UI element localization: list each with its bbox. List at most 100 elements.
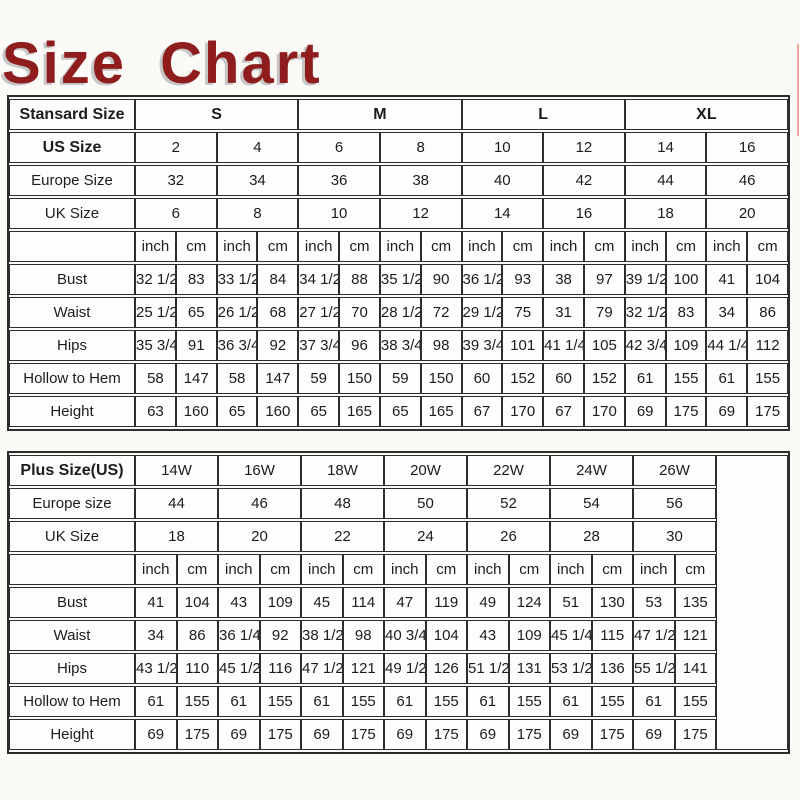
data-cell: 175: [591, 719, 633, 750]
data-cell: 42: [543, 165, 625, 196]
data-cell: 68: [257, 297, 299, 328]
data-cell: 165: [420, 396, 462, 427]
data-cell: 83: [665, 297, 707, 328]
data-cell: 63: [135, 396, 176, 427]
data-cell: 110: [176, 653, 218, 684]
data-cell: 88: [339, 264, 380, 295]
table-row: inch cm inch cm inch cm inch cm inch cm inch cm inch…: [9, 554, 788, 585]
data-cell: 34: [135, 620, 177, 651]
data-cell: 131: [508, 653, 550, 684]
table-row: Plus Size(US) 14W 16W 18W 20W 22W 24W 26W: [9, 455, 788, 750]
table-row: Height 69 175 69 175 69 175 69 175 69 175 69 175 69 17…: [9, 719, 788, 750]
data-cell: 69: [301, 719, 343, 750]
data-cell: 175: [425, 719, 467, 750]
data-cell: 36 1/4: [218, 620, 260, 651]
data-cell: 160: [257, 396, 299, 427]
data-cell: 84: [257, 264, 299, 295]
data-cell: 44: [624, 165, 707, 196]
data-cell: 26: [467, 521, 550, 552]
data-cell: cm: [339, 231, 380, 262]
data-cell: 115: [591, 620, 633, 651]
data-cell: 24W: [550, 455, 633, 486]
data-cell: 135: [674, 587, 716, 618]
data-cell: 175: [259, 719, 301, 750]
data-cell: 91: [175, 330, 217, 361]
row-label: UK Size: [9, 198, 135, 229]
data-cell: 40 3/4: [384, 620, 426, 651]
table-row: Waist 34 86 36 1/4 92 38 1/2 98 40 3/4 104 43 109 4…: [9, 620, 788, 651]
data-cell: 14: [624, 132, 707, 163]
data-cell: 136: [591, 653, 633, 684]
data-cell: 28: [550, 521, 633, 552]
data-cell: 121: [342, 653, 384, 684]
data-cell: inch: [706, 231, 748, 262]
data-cell: inch: [624, 231, 666, 262]
data-cell: 51: [550, 587, 592, 618]
data-cell: 112: [747, 330, 788, 361]
row-label: Height: [9, 719, 135, 750]
data-cell: cm: [583, 231, 625, 262]
data-cell: 41 1/4: [543, 330, 584, 361]
data-cell: 22W: [467, 455, 550, 486]
data-cell: inch: [216, 231, 258, 262]
row-label: Stansard Size: [9, 99, 135, 130]
table-row: UK Size 6 8 10 12 14 16 18 20: [9, 198, 788, 229]
data-cell: 155: [342, 686, 384, 717]
table-row: Europe size 44 46 48 50 52 54 56: [9, 488, 788, 519]
data-cell: inch: [135, 231, 176, 262]
data-cell: 25 1/2: [135, 297, 176, 328]
row-label: [9, 554, 135, 585]
data-cell: 24: [384, 521, 467, 552]
data-cell: 155: [591, 686, 633, 717]
row-label: Waist: [9, 297, 135, 328]
data-cell: inch: [135, 554, 177, 585]
data-cell: inch: [384, 554, 426, 585]
data-cell: 152: [502, 363, 544, 394]
data-cell: cm: [342, 554, 384, 585]
data-cell: 104: [425, 620, 467, 651]
data-cell: 35 1/2: [379, 264, 421, 295]
data-cell: 36: [298, 165, 380, 196]
data-cell: 175: [665, 396, 707, 427]
data-cell: 14W: [135, 455, 218, 486]
data-cell: 109: [259, 587, 301, 618]
row-label: [9, 231, 135, 262]
data-cell: 36 1/2: [461, 264, 503, 295]
data-cell: 70: [339, 297, 380, 328]
data-cell: 34: [216, 165, 299, 196]
data-cell: 175: [674, 719, 716, 750]
data-cell: 32: [135, 165, 217, 196]
plus-size-table: Plus Size(US) 14W 16W 18W 20W 22W 24W 26W Europe…: [7, 451, 790, 754]
data-cell: 69: [633, 719, 675, 750]
data-cell: 160: [175, 396, 217, 427]
data-cell: 175: [508, 719, 550, 750]
data-cell: 44: [135, 488, 218, 519]
data-cell: 34: [706, 297, 748, 328]
data-cell: 16: [543, 198, 625, 229]
data-cell: 29 1/2: [461, 297, 503, 328]
data-cell: 44 1/4: [706, 330, 748, 361]
data-cell: 86: [747, 297, 788, 328]
table-row: Europe Size 32 34 36 38 40 42 44 46: [9, 165, 788, 196]
data-cell: 43: [218, 587, 260, 618]
data-cell: 43 1/2: [135, 653, 177, 684]
data-cell: 47: [384, 587, 426, 618]
data-cell: 114: [342, 587, 384, 618]
data-cell: 155: [665, 363, 707, 394]
data-cell: 130: [591, 587, 633, 618]
data-cell: 10: [461, 132, 544, 163]
table-row: Hollow to Hem 61 155 61 155 61 155 61 155 61 155 61…: [9, 686, 788, 717]
data-cell: cm: [591, 554, 633, 585]
table-row: Stansard Size S M L XL: [9, 99, 788, 130]
data-cell: cm: [257, 231, 299, 262]
data-cell: 59: [379, 363, 421, 394]
data-cell: 45 1/4: [550, 620, 592, 651]
table-row: Bust 32 1/2 83 33 1/2 84 34 1/2 88 35 1/2 90 36 1…: [9, 264, 788, 295]
data-cell: 104: [747, 264, 788, 295]
data-cell: 67: [461, 396, 503, 427]
data-cell: 45: [301, 587, 343, 618]
data-cell: 40: [461, 165, 544, 196]
row-label: Height: [9, 396, 135, 427]
data-cell: 75: [502, 297, 544, 328]
